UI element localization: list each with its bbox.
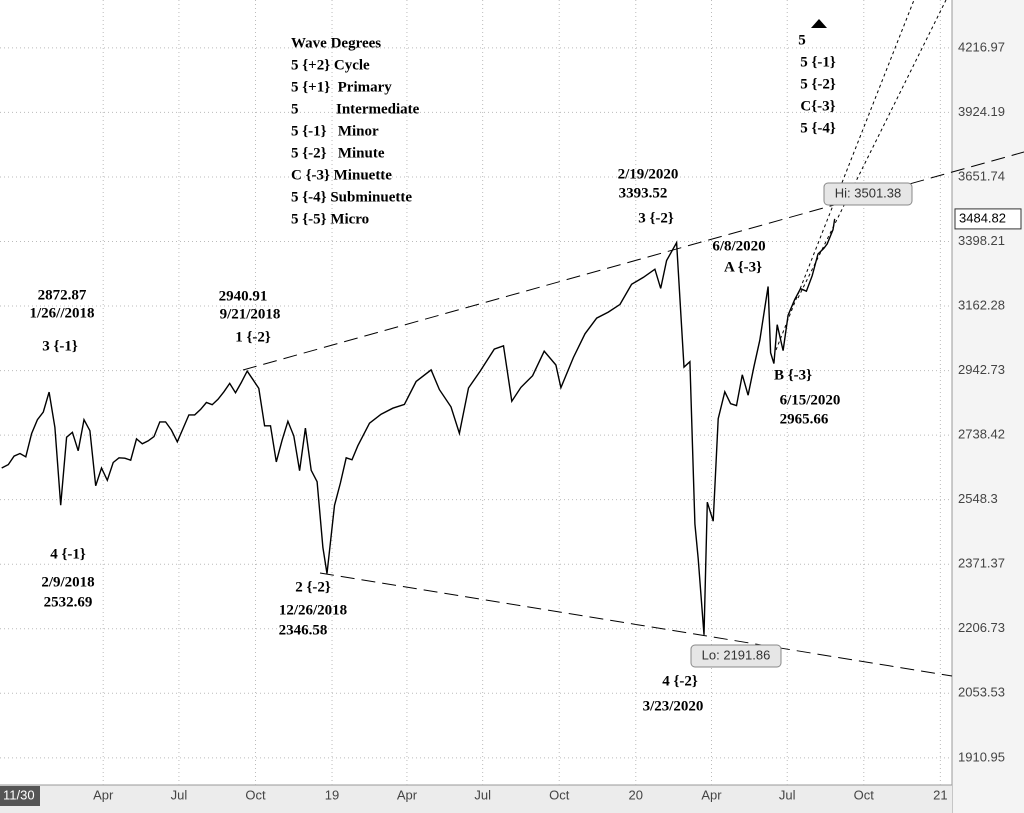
- legend-entry: 5 {-5} Micro: [291, 211, 369, 227]
- legend-entry: 5 {-1} Minor: [291, 123, 379, 139]
- annotation: 2965.66: [780, 411, 829, 427]
- legend-entry: 5 {-4} Subminuette: [291, 189, 412, 205]
- x-tick-label: Apr: [397, 787, 418, 802]
- price-tag-box: [823, 182, 913, 206]
- y-tick-label: 2942.73: [958, 362, 1005, 377]
- legend-entry: C {-3} Minuette: [291, 167, 392, 183]
- x-tick-label: 11/30: [3, 787, 35, 802]
- annotation: 4 {-2}: [662, 673, 698, 689]
- annotation: 5 {-2}: [800, 76, 836, 92]
- annotation: 6/8/2020: [712, 238, 765, 254]
- annotation: 6/15/2020: [780, 392, 841, 408]
- annotation: 2532.69: [44, 594, 93, 610]
- triangle-marker: [811, 19, 827, 28]
- annotation: C{-3}: [800, 98, 835, 114]
- annotation: 2940.91: [219, 288, 268, 304]
- last-price-label: 3484.82: [959, 210, 1006, 225]
- annotation: 2/19/2020: [618, 166, 679, 182]
- x-tick-box: [0, 786, 40, 806]
- annotation: 12/26/2018: [279, 602, 347, 618]
- channel-line: [797, 0, 947, 299]
- annotation: 2346.58: [279, 622, 328, 638]
- legend-entry: 5 {+2} Cycle: [291, 57, 370, 73]
- x-tick-label: Oct: [854, 787, 875, 802]
- price-tag: Lo: 2191.86: [702, 647, 771, 662]
- x-tick-label: Oct: [549, 787, 570, 802]
- legend-title: Wave Degrees: [291, 35, 381, 51]
- annotation: 5 {-4}: [800, 120, 836, 136]
- x-tick-label: 19: [325, 787, 339, 802]
- price-tag-box: [690, 644, 782, 668]
- y-tick-label: 2548.3: [958, 491, 998, 506]
- y-tick-label: 2053.53: [958, 685, 1005, 700]
- y-tick-label: 3398.21: [958, 233, 1005, 248]
- legend-entry: 5 Intermediate: [291, 101, 420, 117]
- annotation: 3 {-2}: [638, 210, 674, 226]
- annotation: B {-3}: [774, 367, 812, 383]
- annotation: 3 {-1}: [42, 338, 78, 354]
- y-tick-label: 2371.37: [958, 556, 1005, 571]
- y-tick-label: 2738.42: [958, 427, 1005, 442]
- annotation: A {-3}: [724, 259, 762, 275]
- price-line: [1, 218, 836, 635]
- lower-trendline: [319, 572, 953, 677]
- x-tick-label: Oct: [245, 787, 266, 802]
- x-tick-label: 20: [629, 787, 643, 802]
- annotation: 1/26//2018: [29, 305, 94, 321]
- annotation: 3393.52: [619, 185, 668, 201]
- x-axis-panel: [0, 785, 952, 813]
- last-price-box: [954, 208, 1022, 230]
- x-tick-label: 21: [933, 787, 947, 802]
- annotation: 5: [798, 32, 806, 48]
- y-tick-label: 3651.74: [958, 168, 1005, 183]
- y-tick-label: 3162.28: [958, 297, 1005, 312]
- annotation: 1 {-2}: [235, 329, 271, 345]
- price-tag: Hi: 3501.38: [835, 185, 902, 200]
- annotation: 2 {-2}: [295, 579, 331, 595]
- annotation: 2/9/2018: [41, 574, 94, 590]
- x-tick-label: Jul: [474, 787, 491, 802]
- annotation: 2872.87: [38, 287, 87, 303]
- annotation: 3/23/2020: [643, 698, 704, 714]
- annotation: 4 {-1}: [50, 546, 86, 562]
- y-tick-label: 3924.19: [958, 104, 1005, 119]
- y-tick-label: 4216.97: [958, 39, 1005, 54]
- annotation: 9/21/2018: [220, 306, 281, 322]
- x-tick-label: Apr: [93, 787, 114, 802]
- legend-entry: 5 {+1} Primary: [291, 79, 392, 95]
- y-tick-label: 1910.95: [958, 749, 1005, 764]
- annotation: 5 {-1}: [800, 54, 836, 70]
- x-tick-label: Jul: [779, 787, 796, 802]
- x-tick-label: Apr: [701, 787, 722, 802]
- x-tick-label: Jul: [171, 787, 188, 802]
- plot-area: [0, 0, 952, 785]
- legend-entry: 5 {-2} Minute: [291, 145, 385, 161]
- y-axis-panel: [952, 0, 1024, 813]
- y-tick-label: 2206.73: [958, 620, 1005, 635]
